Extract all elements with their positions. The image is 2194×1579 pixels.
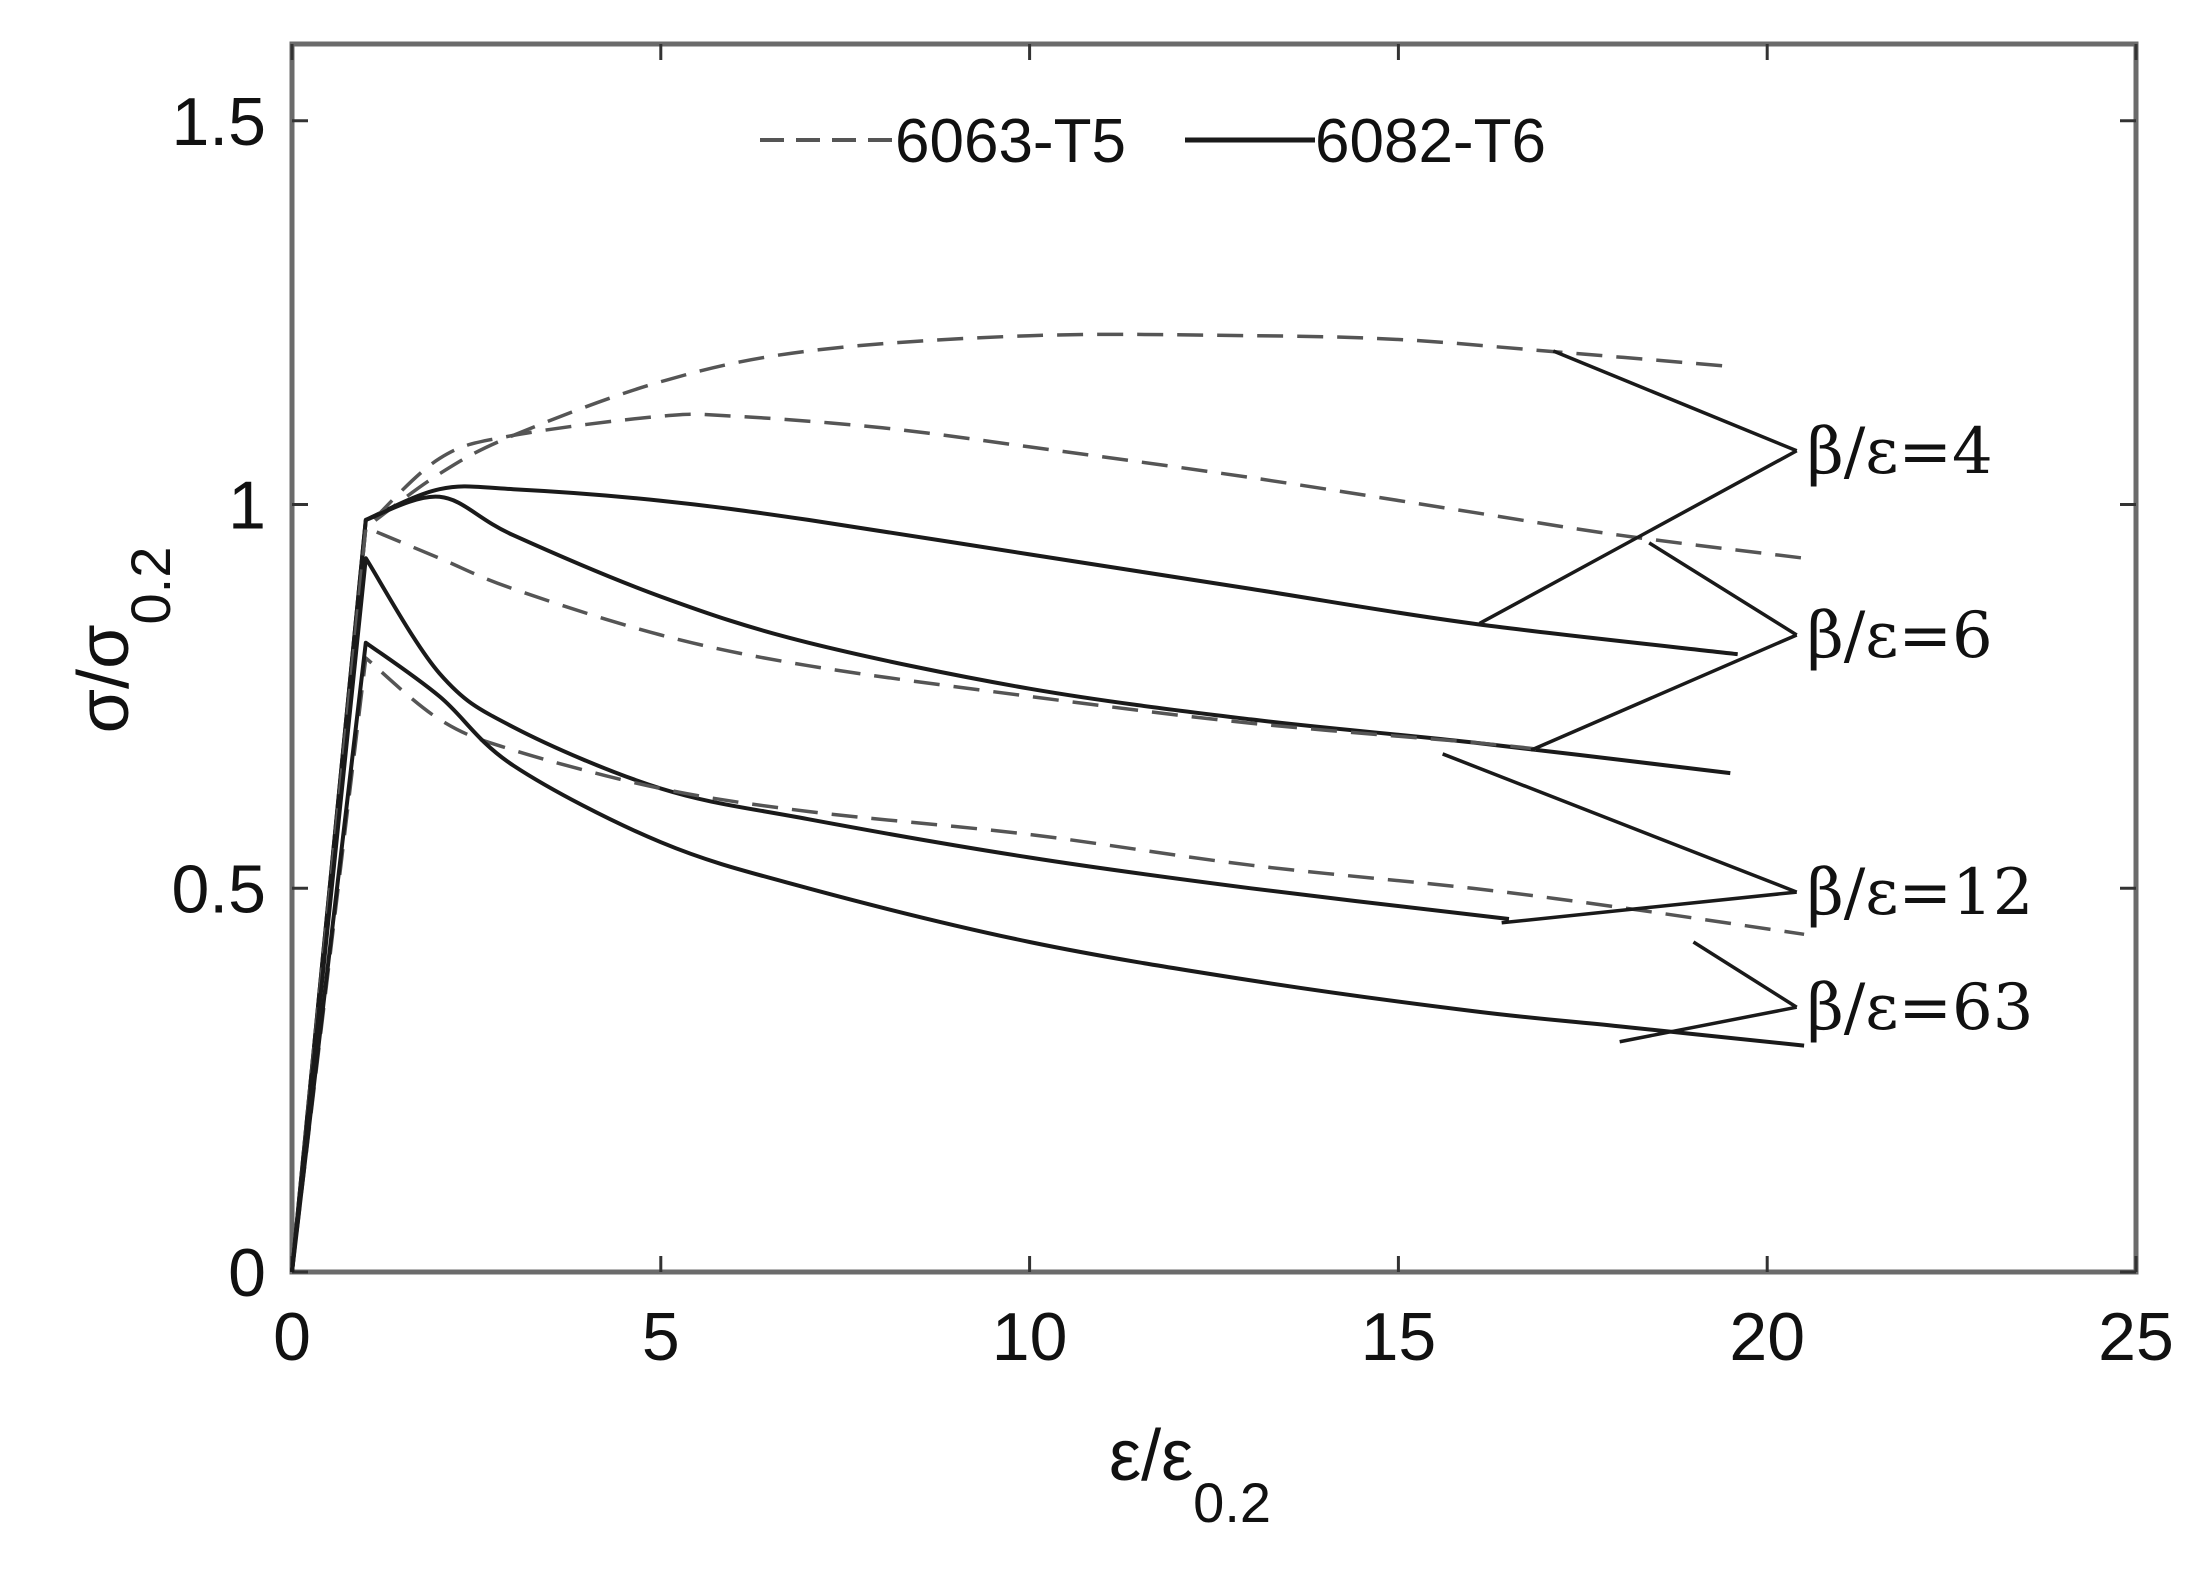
- x-tick-label: 15: [1361, 1299, 1437, 1375]
- y-axis-label-main: σ/σ: [64, 624, 144, 733]
- series-line: [290, 484, 1738, 1273]
- annotation-pointer: [1501, 890, 1797, 925]
- annotation-label: β/ε=6: [1807, 599, 1993, 673]
- series-line: [290, 556, 1510, 1273]
- series-line: [290, 332, 1731, 1273]
- x-tick-label: 20: [1729, 1299, 1805, 1375]
- annotation-label: β/ε=12: [1807, 856, 2034, 930]
- annotation-pointer: [1442, 752, 1798, 894]
- x-axis-label-main: ε/ε: [1109, 1416, 1193, 1496]
- series-line: [290, 640, 1805, 1273]
- annotation-label: β/ε=63: [1807, 971, 2034, 1045]
- series-line: [290, 525, 1547, 1273]
- x-tick-label: 25: [2098, 1299, 2174, 1375]
- plot-frame: [289, 41, 2139, 1275]
- y-axis-label: σ/σ0.2: [64, 547, 182, 734]
- legend-label: 6082-T6: [1315, 107, 1546, 176]
- annotation-pointer: [1648, 541, 1798, 637]
- series-line: [290, 494, 1731, 1273]
- y-tick-label: 1: [228, 468, 266, 544]
- series-line: [290, 656, 1805, 1273]
- annotation-pointer: [1619, 1005, 1798, 1044]
- x-axis-label: ε/ε0.2: [1109, 1416, 1271, 1534]
- y-axis-label-sub: 0.2: [119, 547, 182, 625]
- series-line: [290, 412, 1805, 1273]
- legend-group: 6063-T5 6082-T6: [760, 107, 1546, 176]
- legend-label: 6063-T5: [895, 107, 1126, 176]
- annotation-pointer: [1530, 633, 1798, 752]
- annotation-label: β/ε=4: [1807, 415, 1993, 489]
- annotation-pointer: [1552, 349, 1798, 453]
- y-tick-label: 0.5: [171, 851, 266, 927]
- y-tick-label: 1.5: [171, 84, 266, 160]
- y-tick-label: 0: [228, 1235, 266, 1311]
- annotations-group: β/ε=4 β/ε=6 β/ε=12 β/ε=63: [1442, 349, 2034, 1045]
- annotation-pointer: [1692, 940, 1798, 1009]
- x-axis-label-sub: 0.2: [1193, 1471, 1271, 1534]
- x-tick-label: 0: [273, 1299, 311, 1375]
- x-tick-label: 5: [642, 1299, 680, 1375]
- series-group: [290, 332, 1805, 1273]
- annotation-pointer: [1478, 449, 1798, 625]
- x-tick-label: 10: [992, 1299, 1068, 1375]
